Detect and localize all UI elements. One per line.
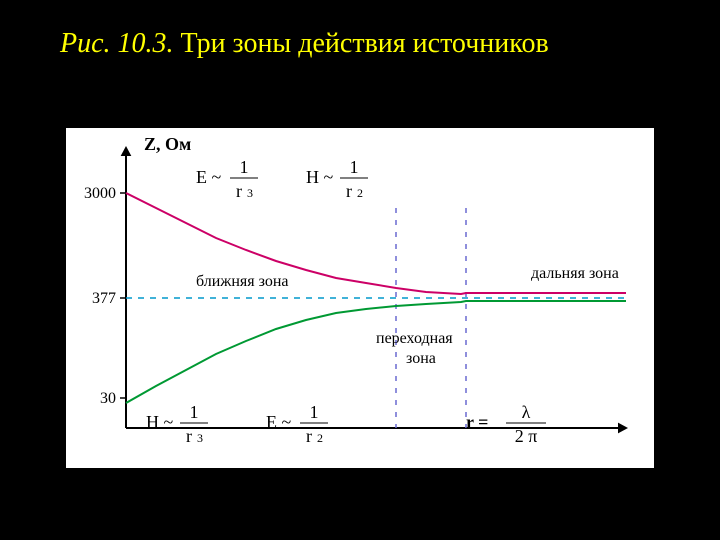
- svg-text:r =: r =: [466, 412, 488, 432]
- svg-text:H ~: H ~: [306, 167, 333, 187]
- zones-chart: Z, Ом 3000 377 30 ближняя зона дальняя зона пе…: [66, 128, 654, 468]
- figure-title: Рис. 10.3. Три зоны действия источников: [60, 28, 549, 60]
- svg-text:3: 3: [247, 186, 253, 200]
- svg-text:1: 1: [190, 402, 199, 422]
- svg-text:r: r: [346, 181, 352, 201]
- svg-text:H ~: H ~: [146, 412, 173, 432]
- formula-E-r2: E ~ 1 r2: [266, 402, 328, 446]
- figure-title-text: Три зоны действия источников: [174, 28, 549, 59]
- svg-text:3: 3: [197, 431, 203, 445]
- formula-H-r3: H ~ 1 r3: [146, 402, 208, 446]
- label-far-zone: дальняя зона: [531, 265, 619, 282]
- formula-H-r2: H ~ 1 r2: [306, 157, 368, 201]
- svg-text:2: 2: [317, 431, 323, 445]
- y-tick-label: 377: [92, 290, 116, 307]
- svg-text:E ~: E ~: [196, 167, 221, 187]
- svg-text:1: 1: [310, 402, 319, 422]
- svg-text:λ: λ: [522, 402, 531, 422]
- svg-text:1: 1: [240, 157, 249, 177]
- svg-text:2 π: 2 π: [515, 426, 538, 446]
- svg-text:2: 2: [357, 186, 363, 200]
- y-tick-label: 30: [100, 390, 116, 407]
- svg-text:r: r: [236, 181, 242, 201]
- svg-text:r: r: [306, 426, 312, 446]
- y-axis-arrow: [121, 146, 132, 156]
- curve-H: [126, 301, 626, 403]
- formula-r-lambda: r = λ 2 π: [466, 402, 546, 446]
- svg-text:1: 1: [350, 157, 359, 177]
- label-near-zone: ближняя зона: [196, 273, 289, 290]
- y-tick-label: 3000: [84, 185, 116, 202]
- label-transition-zone-2: зона: [406, 350, 436, 367]
- label-transition-zone: переходная: [376, 330, 453, 347]
- figure-number: Рис. 10.3.: [60, 28, 174, 59]
- svg-text:r: r: [186, 426, 192, 446]
- x-axis-arrow: [618, 423, 628, 434]
- formula-E-r3: E ~ 1 r3: [196, 157, 258, 201]
- svg-text:E ~: E ~: [266, 412, 291, 432]
- chart-container: Z, Ом 3000 377 30 ближняя зона дальняя зона пе…: [66, 128, 654, 468]
- y-axis-label: Z, Ом: [144, 134, 191, 154]
